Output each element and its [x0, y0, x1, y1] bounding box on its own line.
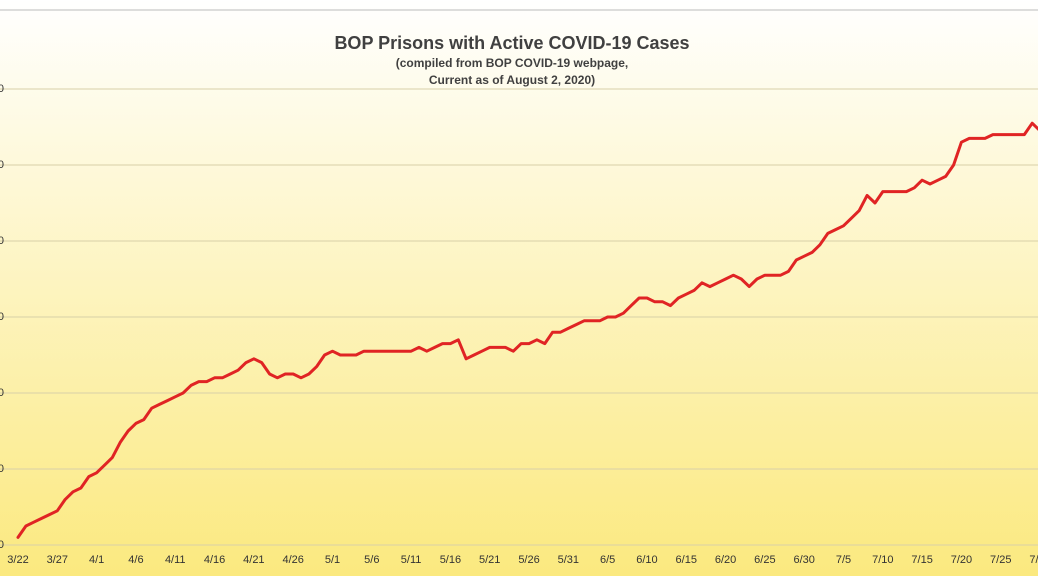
- x-tick-label: 4/1: [89, 554, 104, 566]
- x-tick-label: 3/27: [47, 554, 68, 566]
- y-tick-label: 60: [0, 311, 4, 323]
- x-tick-label: 7/5: [836, 554, 851, 566]
- y-tick-label: 0: [0, 539, 4, 551]
- x-tick-label: 5/21: [479, 554, 500, 566]
- x-tick-label: 5/16: [440, 554, 461, 566]
- x-tick-label: 6/15: [676, 554, 697, 566]
- y-tick-label: 100: [0, 159, 4, 171]
- x-tick-label: 6/5: [600, 554, 615, 566]
- x-tick-label: 4/21: [243, 554, 264, 566]
- x-tick-label: 4/16: [204, 554, 225, 566]
- x-tick-label: 7/15: [911, 554, 932, 566]
- x-tick-label: 4/26: [282, 554, 303, 566]
- y-tick-label: 120: [0, 83, 4, 95]
- x-tick-label: 3/22: [7, 554, 28, 566]
- chart-subtitle: (compiled from BOP COVID-19 webpage,: [396, 56, 629, 70]
- x-tick-label: 5/31: [558, 554, 579, 566]
- x-tick-label: 5/6: [364, 554, 379, 566]
- x-tick-label: 5/11: [401, 554, 422, 566]
- x-tick-label: 6/25: [754, 554, 775, 566]
- x-tick-label: 6/20: [715, 554, 736, 566]
- x-tick-label: 6/30: [793, 554, 814, 566]
- x-tick-label: 6/10: [636, 554, 657, 566]
- chart-title: BOP Prisons with Active COVID-19 Cases: [334, 33, 689, 53]
- y-tick-label: 40: [0, 387, 4, 399]
- x-tick-label: 7/10: [872, 554, 893, 566]
- x-tick-label: 7/20: [951, 554, 972, 566]
- chart-subtitle: Current as of August 2, 2020): [429, 73, 595, 87]
- x-tick-label: 7/30: [1029, 554, 1038, 566]
- data-line: [16, 121, 1038, 539]
- y-tick-label: 80: [0, 235, 4, 247]
- x-tick-label: 5/26: [518, 554, 539, 566]
- x-tick-label: 5/1: [325, 554, 340, 566]
- y-tick-label: 20: [0, 463, 4, 475]
- x-tick-label: 7/25: [990, 554, 1011, 566]
- x-tick-label: 4/6: [128, 554, 143, 566]
- x-tick-label: 4/11: [165, 554, 186, 566]
